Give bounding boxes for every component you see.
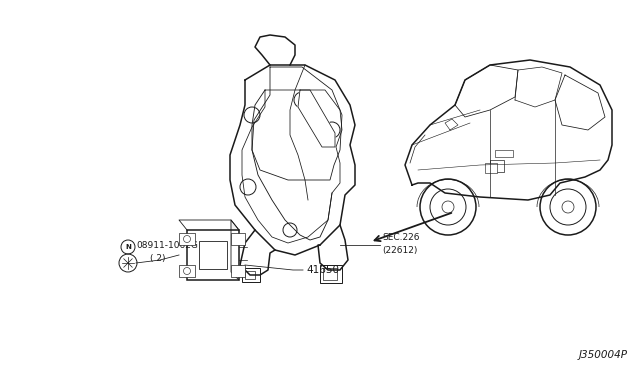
Bar <box>495 150 513 157</box>
Text: 41650: 41650 <box>306 265 339 275</box>
Bar <box>199 241 227 269</box>
Bar <box>179 265 195 277</box>
Bar <box>242 268 260 282</box>
Text: J350004P: J350004P <box>579 350 628 360</box>
Bar <box>231 233 245 245</box>
Text: (22612): (22612) <box>382 247 417 256</box>
Bar <box>320 265 342 283</box>
Text: N: N <box>125 244 131 250</box>
Bar <box>179 233 195 245</box>
FancyBboxPatch shape <box>485 163 497 173</box>
Bar <box>490 160 504 172</box>
Text: SEC.226: SEC.226 <box>382 232 419 241</box>
Bar <box>323 268 337 280</box>
Text: ( 2): ( 2) <box>150 253 166 263</box>
Bar <box>187 230 239 280</box>
Polygon shape <box>298 90 335 147</box>
Polygon shape <box>179 220 239 230</box>
Polygon shape <box>231 220 239 280</box>
Text: 08911-1062G: 08911-1062G <box>136 241 198 250</box>
Bar <box>245 271 255 279</box>
Bar <box>231 265 245 277</box>
